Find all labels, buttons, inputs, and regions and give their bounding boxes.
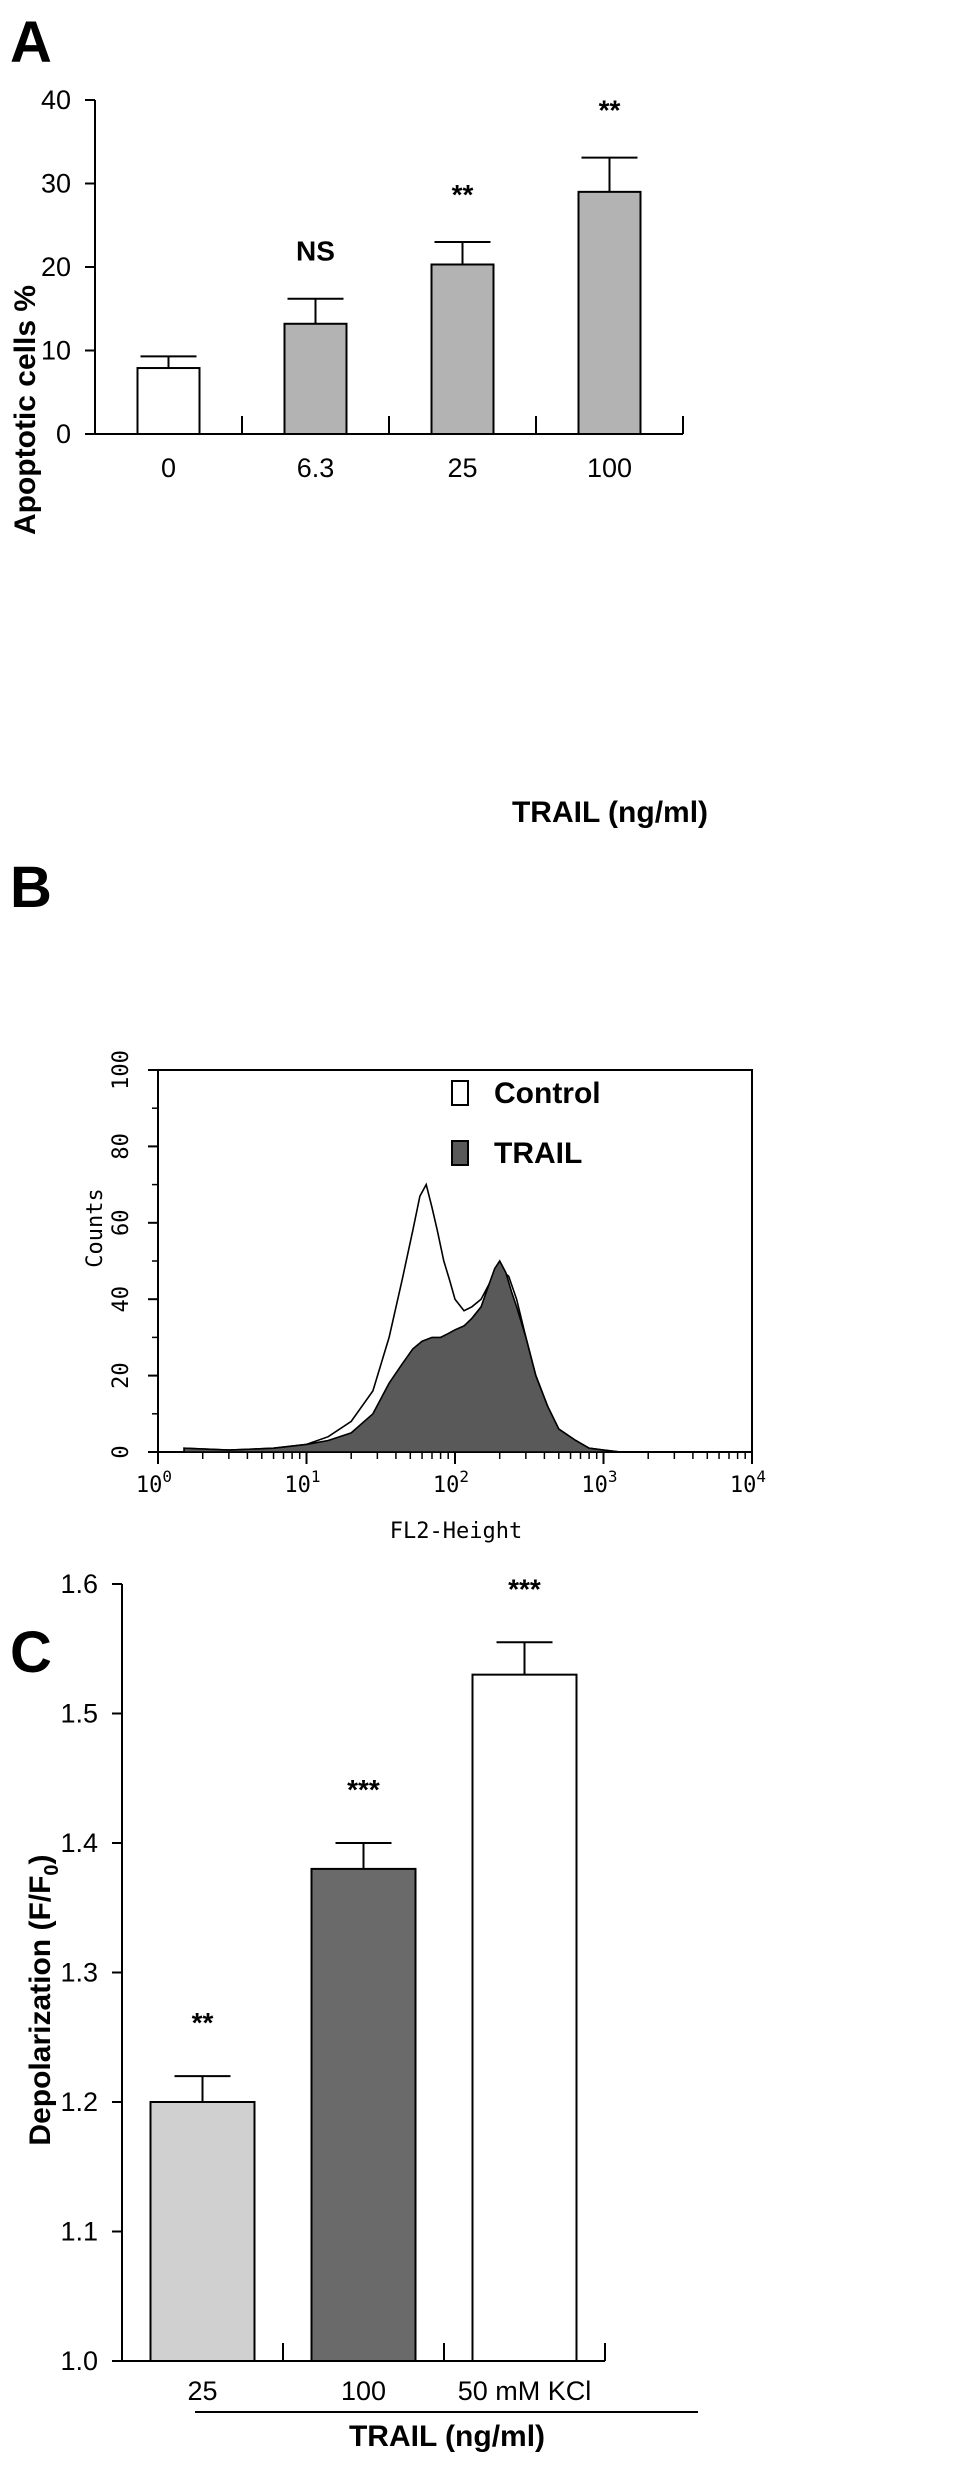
chart-b-xtick-label: 103: [581, 1467, 617, 1498]
chart-c-ytick-label: 1.2: [60, 2087, 98, 2117]
chart-a-ylabel: Apoptotic cells %: [9, 285, 42, 535]
chart-a-bar: [430, 263, 495, 435]
chart-c-bar: [471, 1673, 578, 2362]
chart-b-xtick-label: 100: [136, 1467, 172, 1498]
chart-a-ytick-label: 10: [41, 336, 71, 366]
chart-a-bar: [577, 190, 642, 435]
chart-b-xlabel: FL2-Height: [390, 1519, 522, 1544]
chart-b: 0 20 40 60 80 100 100 101 102 103 104 Control TRAIL: [109, 1050, 766, 1498]
chart-c-category-label: 50 mM KCl: [458, 2376, 592, 2406]
chart-a-bar: [283, 322, 348, 435]
chart-a-ytick-label: 40: [41, 85, 71, 115]
chart-a-ytick-label: 20: [41, 252, 71, 282]
chart-a-significance-label: NS: [296, 236, 335, 267]
chart-c-significance-label: **: [192, 2007, 214, 2038]
chart-b-ytick-label: 100: [109, 1050, 134, 1090]
chart-c-ytick-label: 1.0: [60, 2346, 98, 2376]
chart-b-ytick-label: 0: [109, 1445, 134, 1458]
chart-b-xtick-label: 104: [730, 1467, 766, 1498]
chart-c-bar: [310, 1867, 417, 2363]
chart-b-series-trail: [183, 1259, 621, 1453]
chart-a-xlabel: TRAIL (ng/ml): [512, 796, 708, 829]
chart-c-significance-label: ***: [508, 1573, 541, 1604]
chart-b-xtick-label: 101: [284, 1467, 320, 1498]
chart-b-ylabel: Counts: [83, 1188, 108, 1267]
chart-c-ylabel-sub: 0: [41, 1864, 63, 1875]
chart-b-ytick-label: 20: [109, 1362, 134, 1389]
panel-label-b: B: [10, 855, 52, 920]
chart-c-ytick-label: 1.6: [60, 1569, 98, 1599]
chart-c-ytick-label: 1.4: [60, 1828, 98, 1858]
chart-c-ytick-label: 1.3: [60, 1958, 98, 1988]
chart-b-legend-swatch-control: [451, 1080, 469, 1106]
chart-a: 0 10 20 30 40 0 6.3 NS 25 ** 100 **: [41, 85, 684, 483]
chart-c-category-label: 100: [341, 2376, 386, 2406]
panel-label-c: C: [10, 1620, 52, 1685]
chart-b-ytick-label: 60: [109, 1210, 134, 1237]
chart-c-category-label: 25: [187, 2376, 217, 2406]
chart-a-significance-label: **: [599, 95, 621, 126]
chart-c-ytick-label: 1.1: [60, 2217, 98, 2247]
chart-c-ylabel-main: Depolarization (F/F: [24, 1876, 57, 2146]
chart-a-category-label: 100: [587, 453, 632, 483]
chart-b-ytick-label: 80: [109, 1133, 134, 1160]
chart-b-legend-label: Control: [494, 1077, 601, 1110]
chart-b-xtick-label: 102: [433, 1467, 469, 1498]
chart-a-significance-label: **: [452, 179, 474, 210]
chart-c-ylabel: Depolarization (F/F0): [24, 1854, 63, 2145]
chart-b-ytick-label: 40: [109, 1286, 134, 1313]
chart-c-xlabel: TRAIL (ng/ml): [349, 2420, 545, 2453]
chart-a-category-label: 6.3: [297, 453, 335, 483]
chart-a-category-label: 25: [447, 453, 477, 483]
chart-a-ytick-label: 0: [56, 419, 71, 449]
chart-a-ytick-label: 30: [41, 169, 71, 199]
chart-a-category-label: 0: [161, 453, 176, 483]
chart-c-ytick-label: 1.5: [60, 1699, 98, 1729]
chart-c-bar: [149, 2101, 256, 2362]
panel-label-a: A: [10, 10, 52, 75]
chart-c: 1.0 1.1 1.2 1.3 1.4 1.5 1.6 25 ** 100 *** 50 mM KCl…: [60, 1569, 698, 2413]
chart-b-legend-label: TRAIL: [494, 1137, 582, 1170]
chart-c-ylabel-end: ): [24, 1854, 57, 1864]
chart-c-significance-label: ***: [347, 1774, 380, 1805]
chart-b-legend-swatch-trail: [451, 1140, 469, 1166]
chart-a-bar: [136, 367, 201, 435]
